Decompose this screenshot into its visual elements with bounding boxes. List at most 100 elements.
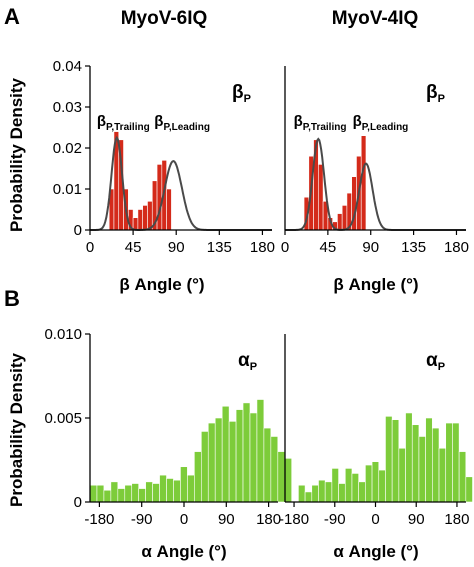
x-tick-label-b-6iq-1: -90	[131, 511, 153, 528]
column-title-4iq: MyoV-4IQ	[332, 8, 419, 29]
x-tick-label-b-4iq-3: 90	[408, 511, 425, 528]
y-tick-label-a-6iq-0: 0	[74, 222, 82, 239]
bar-b-4iq-18	[405, 412, 413, 503]
bar-b-6iq-2	[103, 489, 112, 503]
y-tick-label-a-6iq-3: 0.03	[53, 99, 82, 116]
bar-a-6iq-10	[147, 201, 153, 231]
bar-b-4iq-22	[432, 427, 440, 503]
bar-b-6iq-4	[117, 488, 126, 503]
bar-b-4iq-20	[418, 436, 426, 503]
bar-b-6iq-15	[194, 451, 202, 503]
x-tick-label-b-4iq-1: -90	[324, 511, 346, 528]
bar-a-6iq-12	[156, 164, 163, 231]
y-tick-label-b-6iq-2: 0.010	[44, 326, 82, 343]
bar-b-4iq-4	[311, 484, 319, 503]
bar-b-6iq-11	[166, 478, 174, 503]
peak-annotation-a-4iq-1: βP,Leading	[353, 113, 409, 133]
x-tick-label-a-6iq-2: 90	[168, 239, 185, 256]
peak-annotation-a-4iq-0: βP,Trailing	[294, 113, 347, 133]
bar-b-6iq-14	[187, 474, 195, 503]
bar-b-4iq-14	[378, 469, 386, 503]
bar-b-4iq-21	[425, 417, 433, 503]
bar-b-4iq-25	[452, 422, 460, 503]
plot-area: 0 45 90 135 180 0 0.01 0.02 0.03 0.04 βP βP,Trailin…	[44, 58, 473, 528]
corner-label-b-4iq: αP	[426, 350, 445, 373]
x-tick-label-a-4iq-4: 180	[444, 239, 469, 256]
bar-b-4iq-24	[445, 422, 453, 503]
bar-b-4iq-10	[351, 473, 359, 503]
bar-b-4iq-7	[331, 468, 339, 503]
bar-b-4iq-13	[371, 461, 380, 503]
x-tick-label-b-4iq-0: -180	[279, 511, 309, 528]
bar-b-4iq-5	[318, 479, 326, 503]
corner-label-a-6iq: βP	[232, 82, 251, 105]
bar-b-4iq-26	[458, 451, 467, 503]
bar-a-4iq-8	[341, 205, 348, 231]
bar-b-4iq-27	[465, 476, 473, 503]
bar-b-6iq-23	[249, 412, 258, 503]
x-tick-label-a-4iq-1: 45	[320, 239, 337, 256]
panel-b-right-x-axis-label: α Angle (°)	[333, 542, 418, 561]
bar-a-4iq-12	[360, 135, 367, 231]
x-tick-label-a-6iq-3: 135	[207, 239, 232, 256]
y-tick-label-b-6iq-0: 0	[74, 494, 82, 511]
panel-a-y-axis-label: Probability Density	[7, 77, 26, 232]
bar-a-6iq-7	[132, 217, 139, 231]
bar-b-6iq-5	[124, 484, 133, 503]
bar-b-6iq-24	[256, 399, 265, 503]
bar-b-4iq-19	[411, 424, 420, 503]
x-tick-label-b-4iq-2: 0	[371, 511, 379, 528]
bar-b-6iq-19	[221, 405, 230, 503]
bar-b-4iq-17	[398, 447, 406, 503]
bar-b-6iq-21	[235, 409, 244, 503]
bar-a-4iq-7	[337, 213, 343, 231]
bar-a-6iq-9	[142, 205, 148, 231]
corner-label-b-6iq: αP	[238, 350, 257, 373]
bar-b-6iq-25	[263, 427, 272, 503]
y-tick-label-a-6iq-2: 0.02	[53, 140, 82, 157]
corner-label-a-4iq: βP	[426, 82, 445, 105]
x-tick-label-b-6iq-4: 180	[256, 511, 281, 528]
bar-b-4iq-9	[344, 468, 353, 503]
bar-b-4iq-15	[385, 416, 393, 503]
y-tick-label-a-6iq-4: 0.04	[53, 58, 82, 75]
panel-b-left-x-axis-label: α Angle (°)	[141, 542, 226, 561]
bar-b-6iq-10	[159, 474, 167, 503]
bar-b-6iq-0	[89, 484, 98, 503]
x-tick-label-a-4iq-3: 135	[401, 239, 426, 256]
x-tick-label-b-6iq-2: 0	[180, 511, 188, 528]
peak-annotation-a-6iq-1: βP,Leading	[154, 113, 210, 133]
bar-a-6iq-8	[137, 209, 143, 231]
bar-b-6iq-26	[270, 436, 279, 503]
bar-b-4iq-16	[391, 419, 400, 503]
bar-a-6iq-14	[166, 188, 172, 231]
bar-b-6iq-17	[207, 422, 216, 503]
bar-b-6iq-13	[180, 466, 188, 503]
x-tick-label-b-6iq-3: 90	[218, 511, 235, 528]
bar-b-6iq-1	[96, 484, 105, 503]
bar-b-6iq-8	[145, 481, 153, 503]
bar-b-6iq-22	[242, 402, 251, 503]
panel-a-left-x-axis-label: β Angle (°)	[119, 275, 204, 294]
bar-b-4iq-0	[284, 458, 292, 503]
x-tick-label-a-4iq-0: 0	[281, 239, 289, 256]
panel-a-right-x-axis-label: β Angle (°)	[333, 275, 418, 294]
bar-a-4iq-3	[318, 164, 324, 231]
bar-b-6iq-18	[214, 417, 223, 503]
bar-b-6iq-6	[131, 483, 139, 503]
bar-b-6iq-9	[152, 483, 160, 503]
x-tick-label-a-6iq-0: 0	[86, 239, 94, 256]
bar-b-6iq-16	[200, 431, 209, 503]
x-tick-label-a-4iq-2: 90	[362, 239, 379, 256]
column-title-6iq: MyoV-6IQ	[121, 8, 208, 29]
y-tick-label-b-6iq-1: 0.005	[44, 410, 82, 427]
panel-b-letter: B	[4, 286, 20, 311]
bar-b-6iq-20	[228, 421, 237, 503]
bar-b-4iq-8	[338, 483, 346, 503]
panel-b-y-axis-label: Probability Density	[7, 352, 26, 507]
bar-b-6iq-3	[110, 481, 119, 503]
x-tick-label-a-6iq-1: 45	[125, 239, 142, 256]
bar-b-4iq-23	[438, 447, 447, 503]
bar-b-4iq-2	[298, 484, 306, 503]
